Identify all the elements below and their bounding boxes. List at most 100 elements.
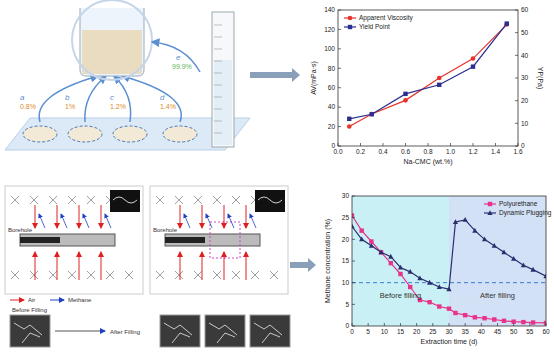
point bbox=[408, 285, 412, 289]
y-tick-label: 40 bbox=[328, 103, 336, 110]
point bbox=[446, 286, 451, 291]
x-tick-label: 0.2 bbox=[356, 148, 365, 155]
air-arrow bbox=[101, 252, 102, 280]
point bbox=[403, 92, 407, 96]
point bbox=[463, 217, 468, 222]
y2-tick bbox=[515, 123, 518, 124]
fracture bbox=[270, 271, 278, 279]
point bbox=[501, 250, 506, 255]
micro-image bbox=[205, 315, 245, 347]
y2-tick bbox=[515, 10, 518, 11]
x-tick bbox=[432, 323, 433, 326]
panel bbox=[150, 186, 288, 294]
y-tick bbox=[338, 107, 341, 108]
fracture bbox=[11, 271, 19, 279]
borehole bbox=[165, 234, 260, 246]
x-tick-label: 10 bbox=[381, 328, 389, 335]
fracture bbox=[87, 271, 95, 279]
mixture-letter: a bbox=[20, 93, 25, 102]
fracture bbox=[232, 271, 240, 279]
product-letter: e bbox=[176, 53, 181, 62]
methane-arrow bbox=[39, 214, 45, 228]
flow-arrow bbox=[290, 258, 316, 272]
point bbox=[447, 306, 451, 310]
fracture bbox=[49, 196, 57, 204]
air-arrow bbox=[35, 205, 36, 228]
point bbox=[388, 254, 393, 259]
x-tick bbox=[449, 323, 450, 326]
point bbox=[471, 64, 475, 68]
methane-arrow bbox=[206, 214, 212, 228]
air-arrow bbox=[246, 252, 247, 280]
micro-crack bbox=[113, 197, 137, 203]
point bbox=[427, 280, 432, 285]
x-axis-label: Extraction time (d) bbox=[421, 338, 478, 346]
methane-arrow bbox=[61, 214, 67, 228]
region bbox=[352, 196, 449, 326]
point bbox=[473, 315, 477, 319]
borehole-label: Borehole bbox=[8, 227, 33, 233]
plot-area bbox=[338, 10, 518, 146]
y-tick-label: 120 bbox=[324, 26, 335, 33]
x-tick bbox=[450, 143, 451, 146]
mixture-sample bbox=[163, 126, 197, 142]
micro-crack bbox=[14, 323, 42, 343]
y2-tick bbox=[515, 32, 518, 33]
point bbox=[511, 256, 516, 261]
point bbox=[359, 237, 364, 242]
y-tick-label: 10 bbox=[342, 279, 350, 286]
cylinder-mark bbox=[214, 25, 222, 26]
y-tick-label: 80 bbox=[328, 65, 336, 72]
y-tick-label: 5 bbox=[345, 301, 349, 308]
air-arrow bbox=[224, 252, 225, 280]
fracture bbox=[156, 196, 164, 204]
fracture bbox=[30, 196, 38, 204]
fracture bbox=[68, 271, 76, 279]
cylinder-mark bbox=[214, 109, 222, 110]
legend-air bbox=[10, 300, 24, 301]
point bbox=[379, 250, 384, 255]
point bbox=[472, 228, 477, 233]
micro-image bbox=[10, 315, 50, 347]
air-arrow bbox=[57, 252, 58, 280]
point bbox=[492, 317, 496, 321]
beaker-liquid bbox=[82, 30, 142, 74]
micro-inset bbox=[255, 190, 285, 212]
x-tick-label: 55 bbox=[526, 328, 534, 335]
micro-image bbox=[160, 315, 200, 347]
series-line bbox=[352, 220, 546, 289]
legend-marker bbox=[487, 210, 492, 215]
mixture-letter: c bbox=[110, 93, 114, 102]
point bbox=[360, 228, 364, 232]
cylinder-mark bbox=[214, 61, 222, 62]
series-line bbox=[349, 25, 507, 127]
x-tick-label: 35 bbox=[462, 328, 470, 335]
water-arrow bbox=[152, 42, 200, 72]
figure: a0.8%b1%c1.2%d1.4%e99.9%BoreholeBorehole… bbox=[0, 0, 554, 356]
x-tick bbox=[473, 143, 474, 146]
air-arrow bbox=[202, 205, 203, 228]
micro-crack bbox=[164, 323, 192, 343]
y-tick-label: 25 bbox=[342, 214, 350, 221]
y-tick bbox=[338, 10, 341, 11]
methane-arrow bbox=[184, 214, 190, 228]
fracture bbox=[194, 271, 202, 279]
point bbox=[437, 76, 442, 81]
fracture bbox=[175, 196, 183, 204]
y-tick bbox=[352, 196, 355, 197]
air-arrow bbox=[79, 252, 80, 280]
fracture bbox=[156, 271, 164, 279]
y-tick bbox=[338, 146, 341, 147]
x-tick bbox=[428, 143, 429, 146]
x-tick bbox=[352, 323, 353, 326]
methane-arrow bbox=[83, 214, 89, 228]
y-tick bbox=[352, 304, 355, 305]
y2-tick-label: 20 bbox=[521, 97, 529, 104]
product-percent: 99.9% bbox=[172, 63, 192, 70]
point bbox=[427, 300, 431, 304]
point bbox=[408, 269, 413, 274]
point bbox=[369, 243, 374, 248]
y-tick bbox=[352, 261, 355, 262]
point bbox=[505, 21, 509, 25]
micro-after-label: After Filling bbox=[110, 329, 140, 335]
